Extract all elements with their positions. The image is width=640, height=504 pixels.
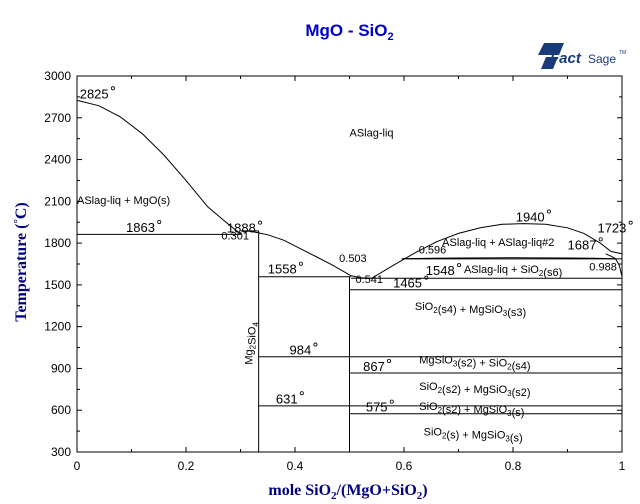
degree-mark bbox=[424, 275, 429, 280]
logo-sage-text: Sage bbox=[588, 52, 616, 66]
region-label: SiO2(s2) + MgSiO3(s2) bbox=[419, 381, 530, 399]
chart-title-main: MgO - SiO bbox=[305, 21, 387, 40]
region-label: SiO2(s4) + MgSiO3(s3) bbox=[415, 301, 526, 319]
temperature-label: 2825 bbox=[80, 86, 109, 101]
y-axis-label: Temperature (°C) bbox=[12, 202, 30, 322]
y-tick-label: 600 bbox=[51, 403, 71, 417]
temperature-label: 1548 bbox=[426, 263, 455, 278]
x-axis-label-part2: /(MgO+SiO bbox=[336, 482, 417, 499]
degree-mark bbox=[628, 220, 633, 225]
phase-boundary-4 bbox=[401, 257, 616, 260]
y-tick-label: 1200 bbox=[44, 320, 71, 334]
degree-mark bbox=[110, 86, 115, 91]
y-tick-label: 3000 bbox=[44, 69, 71, 83]
temperature-label: 575 bbox=[366, 400, 388, 415]
composition-label: 0.541 bbox=[355, 274, 383, 286]
y-axis-label-degree: ° bbox=[12, 219, 24, 223]
composition-label: 0.301 bbox=[221, 231, 249, 243]
composition-label: 0.988 bbox=[589, 261, 617, 273]
temperature-label: 1465 bbox=[393, 276, 422, 291]
phase-curves bbox=[76, 99, 623, 279]
phase-boundary-1 bbox=[240, 230, 352, 277]
logo-tm-text: TM bbox=[619, 50, 626, 56]
region-label: ASlag-liq bbox=[350, 128, 394, 140]
y-axis-label-part1: Temperature ( bbox=[13, 224, 30, 322]
diagram-labels: ASlag-liq ASlag-liq + MgO(s) ASlag-liq + A… bbox=[77, 86, 633, 444]
x-axis-label-sub2: 2 bbox=[417, 490, 423, 502]
invariant-lines bbox=[77, 230, 622, 452]
chart-title: MgO - SiO2 bbox=[305, 21, 393, 43]
factsage-logo: Fact Sage TM bbox=[538, 43, 626, 69]
x-tick-label: 0.4 bbox=[287, 459, 304, 473]
degree-mark bbox=[157, 219, 162, 224]
degree-mark bbox=[299, 391, 304, 396]
region-label: Mg2SiO4 bbox=[243, 322, 260, 365]
region-label: MgSiO3(s2) + SiO2(s4) bbox=[419, 355, 530, 373]
region-label: ASlag-liq + SiO2(s6) bbox=[464, 264, 562, 279]
temperature-label: 1723 bbox=[597, 221, 626, 236]
temperature-label: 631 bbox=[276, 391, 298, 406]
degree-mark bbox=[258, 220, 263, 225]
y-tick-label: 2100 bbox=[44, 194, 71, 208]
degree-mark bbox=[389, 399, 394, 404]
y-tick-label: 900 bbox=[51, 361, 71, 375]
y-axis-label-part2: C) bbox=[13, 202, 30, 219]
degree-mark bbox=[387, 358, 392, 363]
x-tick-label: 0.2 bbox=[178, 459, 195, 473]
temperature-label: 1558 bbox=[268, 262, 297, 277]
x-axis-label-part1: mole SiO bbox=[268, 482, 331, 499]
region-label: SiO2(s2) + MgSiO3(s) bbox=[419, 401, 524, 419]
phase-boundary-3 bbox=[371, 223, 623, 279]
region-label: ASlag-liq + ASlag-liq#2 bbox=[442, 237, 554, 249]
y-tick-label: 300 bbox=[51, 445, 71, 459]
degree-mark bbox=[546, 209, 551, 214]
x-tick-label: 1 bbox=[619, 459, 626, 473]
x-axis-label-part3: ) bbox=[422, 482, 427, 499]
y-tick-label: 1800 bbox=[44, 236, 71, 250]
x-axis-label-sub1: 2 bbox=[331, 490, 337, 502]
temperature-label: 1940 bbox=[516, 210, 545, 225]
composition-label: 0.596 bbox=[419, 245, 447, 257]
y-tick-label: 2700 bbox=[44, 111, 71, 125]
phase-boundary-0 bbox=[76, 99, 242, 235]
degree-mark bbox=[456, 263, 461, 268]
degree-mark bbox=[298, 261, 303, 266]
temperature-label: 984 bbox=[290, 343, 312, 358]
region-label: SiO2(s) + MgSiO3(s) bbox=[424, 426, 523, 444]
temperature-label: 1687 bbox=[568, 237, 597, 252]
x-tick-label: 0 bbox=[74, 459, 81, 473]
logo-fact-text: Fact bbox=[550, 50, 582, 67]
degree-mark bbox=[598, 237, 603, 242]
y-tick-label: 1500 bbox=[44, 278, 71, 292]
x-axis-label: mole SiO2/(MgO+SiO2) bbox=[268, 482, 427, 502]
x-tick-label: 0.6 bbox=[396, 459, 413, 473]
y-tick-label: 2400 bbox=[44, 153, 71, 167]
region-label: ASlag-liq + MgO(s) bbox=[77, 195, 170, 207]
temperature-label: 1888 bbox=[227, 221, 256, 236]
x-tick-label: 0.8 bbox=[505, 459, 522, 473]
composition-label: 0.503 bbox=[339, 253, 367, 265]
temperature-label: 867 bbox=[363, 359, 385, 374]
temperature-label: 1863 bbox=[126, 220, 155, 235]
chart-title-subscript: 2 bbox=[388, 31, 394, 43]
degree-mark bbox=[313, 342, 318, 347]
